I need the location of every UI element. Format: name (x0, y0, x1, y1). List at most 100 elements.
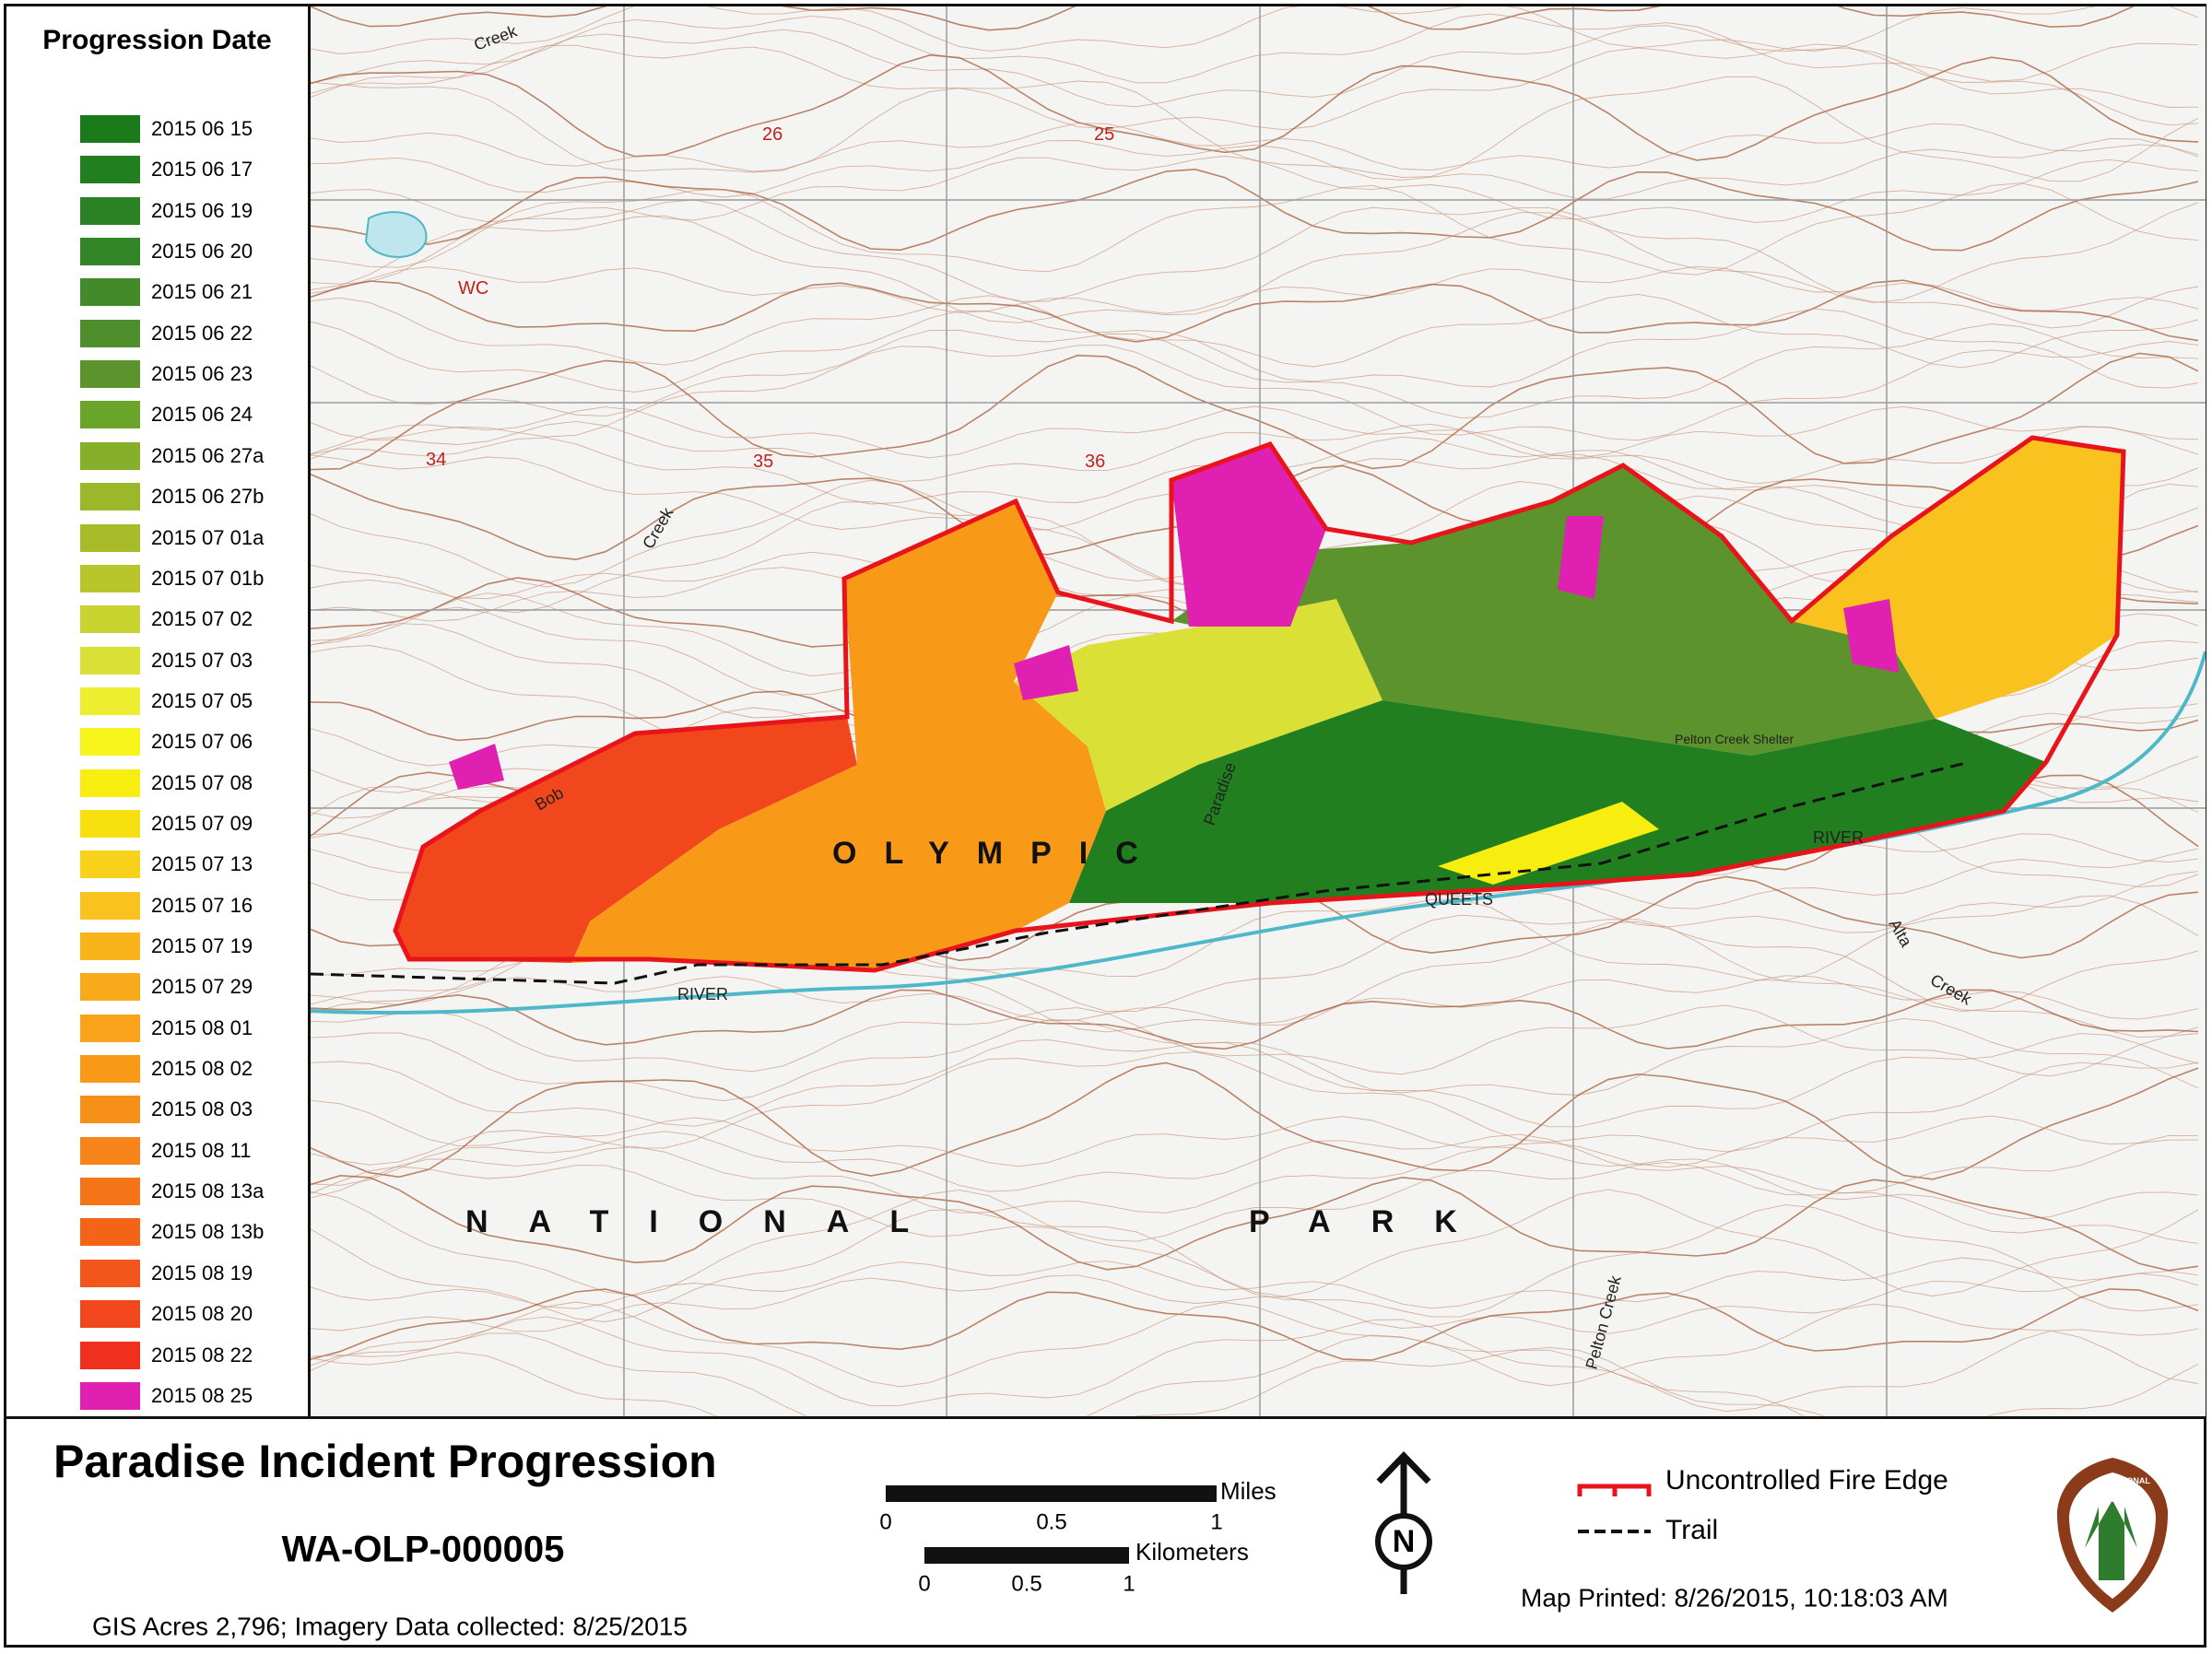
legend-swatch (80, 1259, 140, 1287)
legend-label: 2015 08 01 (151, 1015, 253, 1039)
legend-swatch (80, 115, 140, 143)
contour-line (311, 989, 2199, 1050)
legend-label: 2015 07 19 (151, 934, 253, 957)
legend-swatch (80, 809, 140, 838)
contour-line (311, 1349, 1805, 1416)
legend-panel: Progression Date 2015 06 15 2015 06 17 201… (6, 6, 311, 1416)
legend-swatch (80, 319, 140, 347)
contour-line (311, 156, 2199, 223)
legend-label: 2015 07 01b (151, 566, 265, 590)
legend-entry: 2015 06 21 (80, 277, 253, 307)
legend-entry: 2015 06 24 (80, 400, 253, 429)
burn-area (1171, 465, 1936, 756)
map-label: PARK (1249, 1204, 1498, 1239)
contour-line (311, 265, 2199, 314)
contour-line (311, 352, 2199, 471)
burn-area (1558, 516, 1604, 599)
legend-swatch (80, 156, 140, 184)
legend-label: 2015 06 19 (151, 198, 253, 222)
legend-label: 2015 08 20 (151, 1302, 253, 1326)
legend-entry: 2015 07 08 (80, 768, 253, 798)
print-date: Map Printed: 8/26/2015, 10:18:03 AM (1521, 1583, 1948, 1612)
legend-label: 2015 06 27a (151, 443, 265, 467)
legend-swatch (80, 1218, 140, 1247)
footer-graphics: Paradise Incident Progression WA-OLP-000… (53, 1436, 2169, 1640)
legend-entry: 2015 07 13 (80, 850, 253, 879)
contour-line (311, 405, 2199, 459)
legend-swatch (80, 1014, 140, 1042)
legend-label: 2015 06 22 (151, 321, 253, 345)
legend-label: 2015 07 02 (151, 607, 253, 631)
legend-label: 2015 08 03 (151, 1097, 253, 1121)
legend-entry: 2015 08 02 (80, 1054, 253, 1084)
scale-bar (886, 1485, 1217, 1502)
contour-line (311, 1288, 2199, 1361)
legend-entry: 2015 08 13b (80, 1217, 264, 1247)
legend-swatch (80, 1381, 140, 1410)
legend-swatch (80, 401, 140, 429)
footer: Paradise Incident Progression WA-OLP-000… (6, 1416, 2206, 1649)
legend-swatch (80, 483, 140, 511)
legend-entry: 2015 08 25 (80, 1381, 253, 1411)
legend-label: 2015 08 19 (151, 1261, 253, 1284)
logo-text: NATIONAL (2108, 1476, 2150, 1485)
legend-label: 2015 07 13 (151, 852, 253, 876)
legend-entry: 2015 06 22 (80, 319, 253, 348)
legend-label: 2015 06 24 (151, 403, 253, 427)
contour-line (311, 6, 2136, 31)
north-label: N (1393, 1524, 1416, 1559)
legend-entry: 2015 07 01a (80, 523, 264, 553)
logo-text: SERVICE (2111, 1495, 2147, 1504)
incident-id: WA-OLP-000005 (282, 1530, 565, 1570)
section-number: 26 (762, 124, 782, 145)
contour-line (311, 323, 2199, 419)
legend-label: 2015 08 22 (151, 1343, 253, 1367)
legend-swatch (80, 1096, 140, 1124)
legend-swatch (80, 523, 140, 552)
legend-title: Progression Date (42, 25, 272, 55)
legend-entry: 2015 07 01b (80, 564, 264, 593)
legend-swatch (80, 728, 140, 757)
legend-entry: 2015 06 17 (80, 155, 253, 184)
map-label: WC (458, 278, 488, 299)
legend-entry: 2015 07 16 (80, 891, 253, 921)
legend-label: 2015 08 13a (151, 1179, 265, 1203)
contour-line (311, 1051, 2199, 1153)
contour-line (311, 1033, 2199, 1128)
contour-line (311, 1017, 2199, 1102)
map-title: Paradise Incident Progression (53, 1436, 717, 1487)
contour-line (311, 123, 2199, 172)
contour-line (311, 279, 2199, 343)
legend-label: 2015 07 06 (151, 730, 253, 754)
contour-line (311, 76, 2199, 182)
legend-swatch (80, 238, 140, 266)
legend-swatch (80, 891, 140, 920)
river (311, 651, 2206, 1015)
legend-label: 2015 07 09 (151, 811, 253, 835)
legend-label: 2015 08 25 (151, 1383, 253, 1407)
legend-swatch (80, 973, 140, 1002)
scale-tick: 1 (1123, 1571, 1135, 1596)
legend-swatch (80, 360, 140, 389)
lake (364, 211, 428, 258)
contour-line (311, 1273, 2199, 1334)
legend-label: 2015 06 23 (151, 362, 253, 386)
map-label: NATIONAL (465, 1204, 949, 1239)
section-number: 34 (426, 450, 446, 470)
footer-note: GIS Acres 2,796; Imagery Data collected:… (92, 1612, 688, 1640)
legend-label: 2015 07 05 (151, 688, 253, 712)
contour-line (311, 1161, 2199, 1244)
contour-line (311, 420, 2199, 485)
contour-line (311, 1004, 2199, 1077)
legend-label: 2015 06 17 (151, 158, 253, 182)
scale-tick: 0 (918, 1571, 930, 1596)
burn-area (1171, 444, 1326, 627)
contour-line (311, 25, 2199, 108)
legend-swatch (80, 1341, 140, 1369)
contour-line (311, 975, 2199, 1025)
legend-label: 2015 06 27b (151, 485, 265, 509)
burn-area (1014, 645, 1078, 700)
legend-entry: 2015 08 19 (80, 1259, 253, 1288)
legend-swatch (80, 441, 140, 470)
